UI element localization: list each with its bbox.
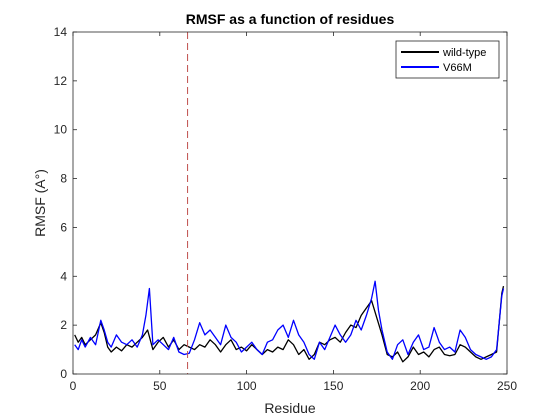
axes-layer: 0 50 100 150 200 250 0 2 4 6 8 10 12 14 [54,25,518,393]
x-tick-label: 100 [237,379,257,393]
x-tick-label: 0 [70,379,77,393]
series-line-v66m [74,280,505,360]
x-tick-label: 50 [153,379,167,393]
x-tick-label: 150 [323,379,343,393]
y-axis-label: RMSF (A°) [32,169,48,237]
y-tick-label: 4 [60,269,67,283]
legend-label-wild-type: wild-type [442,47,486,59]
x-tick-label: 200 [410,379,430,393]
plot-area [73,32,507,374]
x-axis-label: Residue [264,400,316,416]
y-tick-label: 6 [60,220,67,234]
y-tick-label: 14 [54,25,68,39]
y-tick-label: 0 [60,367,67,381]
axes-frame [72,31,508,375]
y-tick-label: 2 [60,318,67,332]
y-tick-label: 12 [54,74,68,88]
legend-box [395,40,500,79]
series-layer [74,280,505,363]
y-tick-label: 10 [54,123,68,137]
chart-title: RMSF as a function of residues [186,11,395,27]
legend-label-v66m: V66M [443,62,472,74]
y-tick-label: 8 [60,172,67,186]
series-line-wild-type [74,285,505,363]
x-tick-label: 250 [497,379,517,393]
legend: wild-type V66M [395,40,500,79]
